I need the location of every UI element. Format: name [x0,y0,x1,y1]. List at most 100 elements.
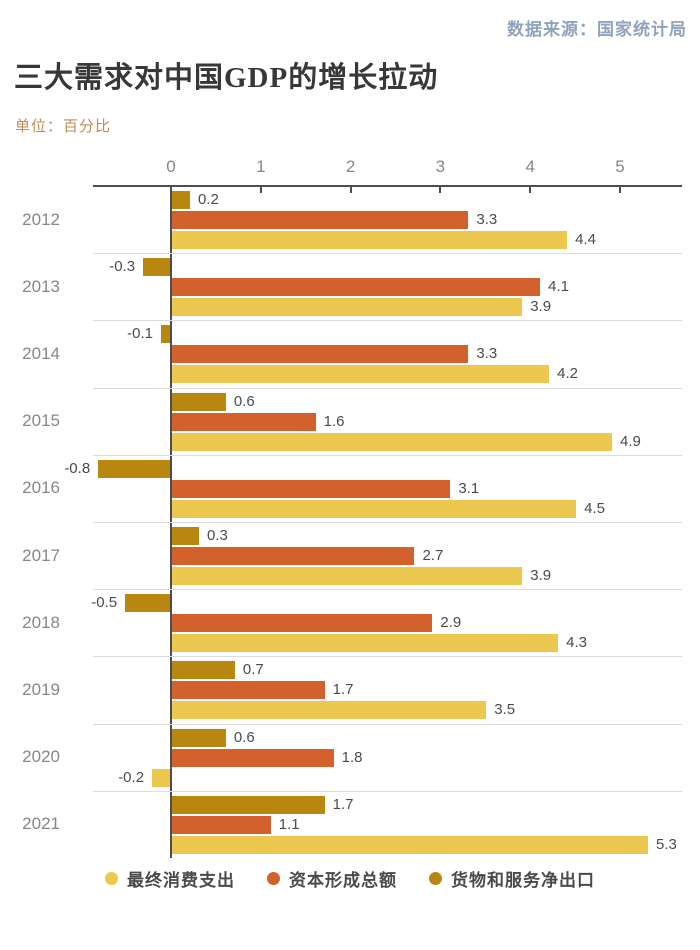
year-label: 2012 [22,209,60,229]
legend: 最终消费支出 资本形成总额 货物和服务净出口 [0,866,700,891]
row-separator [93,522,682,523]
x-axis-tick-mark [349,187,352,193]
bar-value-label: 0.7 [242,661,264,679]
legend-item-net_exports: 货物和服务净出口 [429,866,595,891]
bar-value-label: 3.9 [530,298,552,316]
zero-baseline [170,185,172,858]
bar-consumption [172,701,487,720]
year-label: 2021 [22,814,60,834]
bar-value-label: 1.8 [341,748,363,766]
bar-consumption [172,365,550,384]
x-axis-tick-label: 0 [166,157,176,176]
legend-label-consumption: 最终消费支出 [127,871,235,890]
bar-consumption [172,567,523,585]
bar-net_exports [98,459,170,478]
bar-capital [172,614,433,633]
bar-value-label: 1.7 [332,795,354,813]
bar-capital [172,345,469,364]
bar-value-label: 1.6 [323,412,345,430]
x-axis-tick-mark [259,187,262,193]
x-axis-tick-label: 4 [525,157,535,176]
x-axis-tick-label: 5 [615,157,625,176]
bar-value-label: 0.6 [233,392,255,410]
bar-consumption [172,298,523,317]
bar-capital [172,815,271,834]
row-separator [93,589,682,591]
row-separator [93,454,682,456]
bar-consumption [172,231,568,249]
year-label: 2017 [22,545,60,565]
bar-net_exports [172,527,199,545]
bar-value-label: -0.1 [127,325,154,343]
unit-label: 单位：百分比 [15,118,112,135]
bar-capital [172,547,415,565]
bar-net_exports [172,392,226,411]
bar-value-label: 4.3 [566,634,587,652]
bar-consumption [172,634,559,653]
bar-consumption [172,432,613,451]
bar-value-label: 2.9 [440,614,462,632]
year-label: 2019 [22,679,60,699]
year-label: 2018 [22,612,60,632]
bar-value-label: 1.7 [332,681,354,699]
bar-capital [172,479,451,498]
legend-item-capital: 资本形成总额 [267,866,397,891]
page-title: 三大需求对中国GDP的增长拉动 [14,62,439,94]
legend-label-capital: 资本形成总额 [289,871,397,890]
bar-value-label: 3.5 [494,701,516,719]
bar-value-label: 4.2 [557,365,579,383]
bar-capital [172,211,469,229]
x-axis-tick-mark [619,187,621,193]
legend-dot-capital-icon [267,872,280,885]
bar-value-label: 2.7 [422,547,444,564]
data-source: 数据来源：国家统计局 [507,20,687,39]
bar-value-label: 4.1 [548,278,570,296]
bar-net_exports [143,258,170,277]
bar-value-label: 4.5 [584,499,605,517]
bar-net_exports [172,728,226,747]
bar-capital [172,412,316,431]
bar-value-label: 3.3 [476,211,498,228]
bar-value-label: -0.5 [91,594,118,612]
legend-dot-net_exports-icon [429,872,442,885]
bar-consumption [172,835,648,854]
row-separator [93,387,682,389]
year-label: 2016 [22,478,60,498]
bar-value-label: 0.2 [197,191,219,208]
bar-value-label: 0.6 [233,728,255,746]
bar-consumption [152,768,170,787]
year-label: 2014 [22,343,60,363]
bar-net_exports [172,661,235,680]
bar-net_exports [125,594,170,613]
bar-net_exports [172,191,190,209]
bar-value-label: -0.3 [109,258,136,276]
row-separator [93,320,682,322]
year-label: 2015 [22,411,60,431]
row-separator [93,790,682,792]
x-axis-tick-label: 2 [345,157,356,176]
bar-value-label: 3.3 [476,345,498,363]
bar-value-label: -0.2 [118,768,145,786]
year-label: 2013 [22,276,60,296]
bar-value-label: 0.3 [206,527,228,544]
bar-value-label: 3.1 [458,479,480,497]
row-separator [93,723,682,725]
bar-value-label: -0.8 [64,459,91,477]
year-label: 2020 [22,747,60,767]
bar-net_exports [172,795,325,814]
bar-value-label: 3.9 [530,567,552,584]
row-separator [93,656,682,658]
bar-capital [172,278,541,297]
legend-item-consumption: 最终消费支出 [105,866,235,891]
bar-capital [172,681,325,700]
x-axis-line [93,185,682,187]
bar-value-label: 5.3 [655,835,677,853]
bar-capital [172,748,334,767]
bar-consumption [172,499,577,518]
x-axis-tick-mark [529,187,532,193]
bar-value-label: 4.4 [575,231,596,248]
legend-label-net_exports: 货物和服务净出口 [451,871,595,890]
x-axis-tick-label: 1 [256,157,266,176]
bar-net_exports [161,325,170,344]
